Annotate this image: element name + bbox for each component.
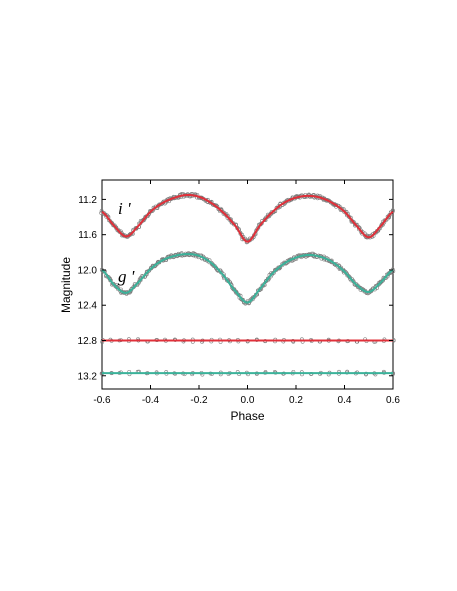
x-tick-label: -0.4 — [142, 395, 160, 406]
y-tick-label: 11.6 — [78, 230, 97, 241]
y-tick-label: 11.2 — [78, 195, 97, 206]
x-tick-label: 0.0 — [241, 395, 255, 406]
x-tick-label: 0.4 — [338, 395, 352, 406]
y-tick-label: 13.2 — [78, 371, 98, 382]
x-axis-title: Phase — [230, 409, 264, 423]
band-label-i: i ' — [118, 199, 131, 218]
series-i-residuals — [100, 337, 396, 344]
model-line-i-light_curve — [101, 193, 394, 243]
model-line-g-light_curve — [101, 253, 394, 304]
ticks-layer: -0.6 -0.4 -0.2 0.0 0.2 0.4 0.6 11.2 11.6 12.0 12.4… — [78, 180, 400, 406]
y-tick-label: 12.0 — [78, 265, 98, 276]
y-tick-label: 12.8 — [78, 336, 98, 347]
observation-point — [103, 212, 108, 217]
series-layer — [99, 192, 396, 377]
x-tick-label: 0.6 — [386, 395, 400, 406]
series-i-light_curve — [99, 192, 395, 245]
x-tick-label: -0.2 — [190, 395, 208, 406]
observation-point — [378, 280, 383, 285]
x-tick-label: 0.2 — [289, 395, 303, 406]
observation-point — [265, 215, 270, 219]
plot-frame — [101, 179, 394, 390]
series-g-residuals — [99, 369, 395, 377]
y-tick-label: 12.4 — [78, 301, 98, 312]
y-axis-title: Magnitude — [59, 257, 73, 313]
series-g-light_curve — [99, 251, 396, 306]
band-label-g: g ' — [118, 267, 135, 286]
x-tick-label: -0.6 — [93, 395, 111, 406]
